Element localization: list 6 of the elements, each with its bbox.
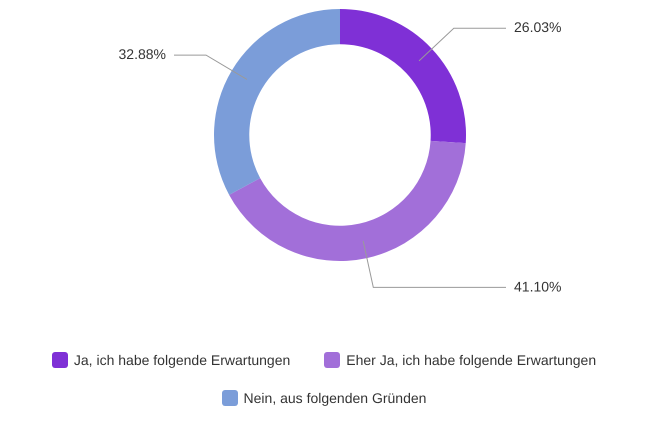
legend-label: Nein, aus folgenden Gründen bbox=[244, 390, 426, 406]
legend-label: Ja, ich habe folgende Erwartungen bbox=[74, 352, 290, 368]
data-label: 26.03% bbox=[514, 19, 562, 36]
legend-label: Eher Ja, ich habe folgende Erwartungen bbox=[346, 352, 596, 368]
data-label: 41.10% bbox=[514, 278, 562, 294]
data-label: 32.88% bbox=[118, 46, 166, 62]
